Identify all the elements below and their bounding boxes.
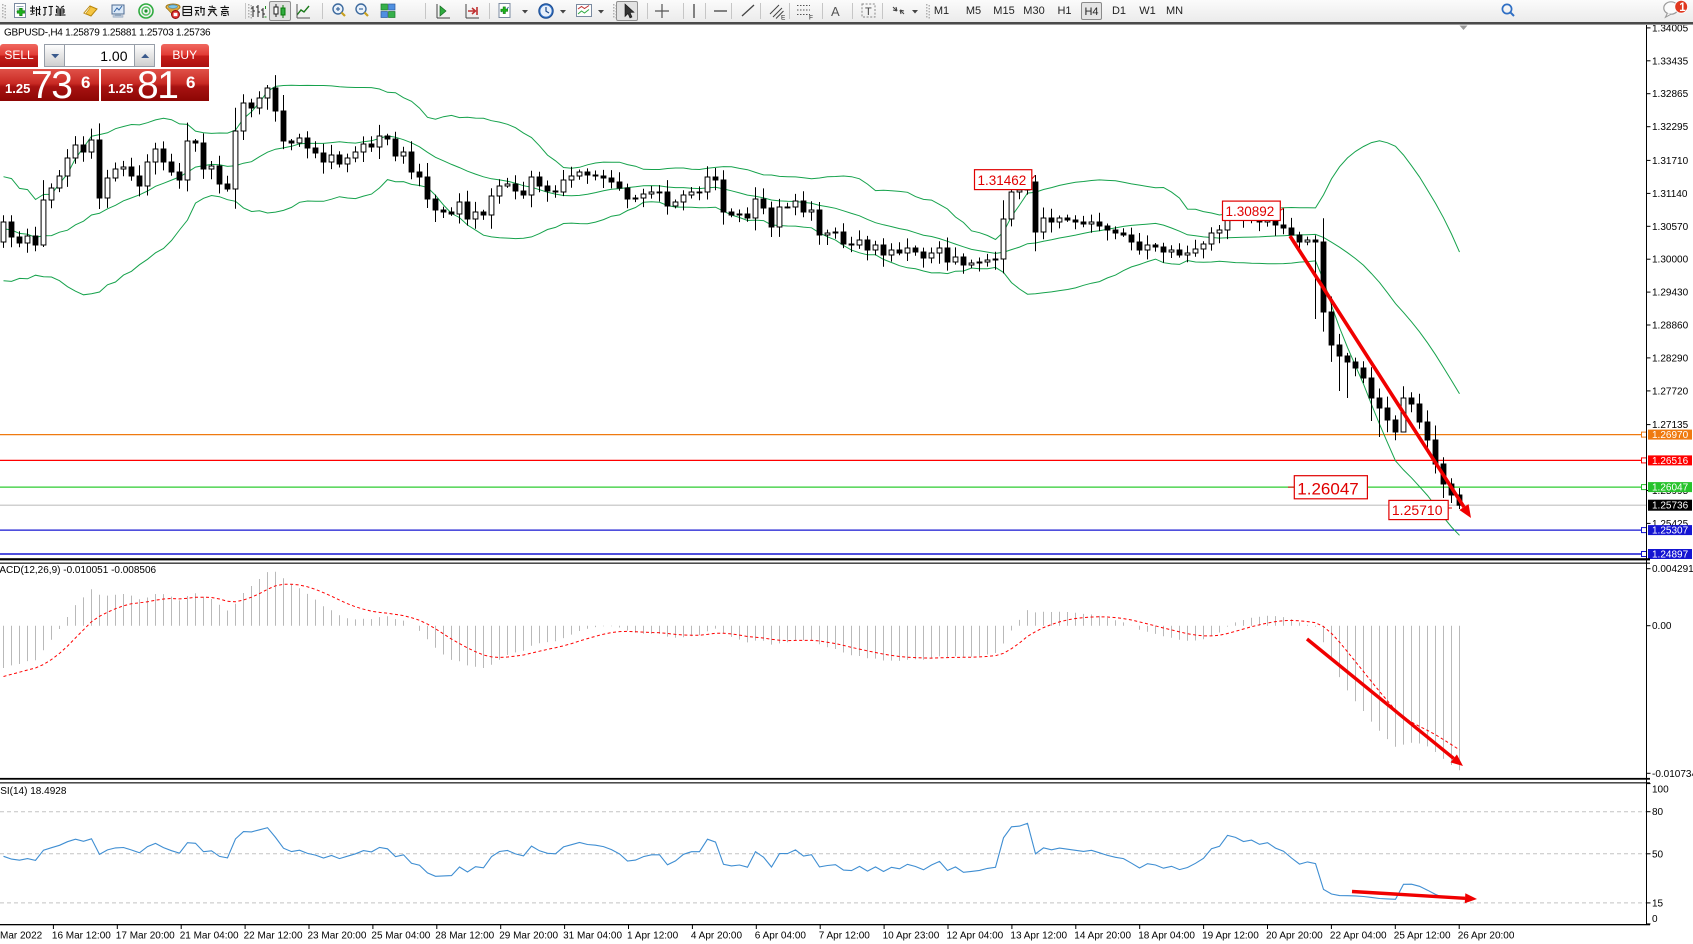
svg-text:GBPUSD-,H4 1.25879 1.25881 1.: GBPUSD-,H4 1.25879 1.25881 1.25703 1.257… (4, 28, 211, 39)
svg-text:1.33435: 1.33435 (1652, 56, 1689, 67)
svg-text:1.24897: 1.24897 (1652, 550, 1689, 561)
svg-text:T: T (865, 6, 872, 18)
svg-text:19 Apr 12:00: 19 Apr 12:00 (1202, 931, 1259, 942)
svg-text:14 Apr 20:00: 14 Apr 20:00 (1074, 931, 1131, 942)
svg-text:13 Apr 12:00: 13 Apr 12:00 (1010, 931, 1067, 942)
svg-text:1 Apr 12:00: 1 Apr 12:00 (627, 931, 679, 942)
svg-text:1.28290: 1.28290 (1652, 353, 1689, 364)
svg-text:6 Apr 04:00: 6 Apr 04:00 (755, 931, 807, 942)
svg-text:1.27720: 1.27720 (1652, 386, 1689, 397)
svg-text:0.004291: 0.004291 (1652, 564, 1693, 575)
svg-text:1.31462: 1.31462 (978, 173, 1027, 188)
svg-text:1.31140: 1.31140 (1652, 189, 1688, 200)
svg-text:100: 100 (1652, 785, 1669, 796)
svg-text:25 Mar 04:00: 25 Mar 04:00 (371, 931, 430, 942)
svg-text:21 Mar 04:00: 21 Mar 04:00 (180, 931, 239, 942)
svg-text:RSI(14) 18.4928: RSI(14) 18.4928 (0, 786, 67, 797)
svg-text:1.25710: 1.25710 (1392, 502, 1443, 518)
svg-text:16 Mar 12:00: 16 Mar 12:00 (52, 931, 111, 942)
svg-text:1.32865: 1.32865 (1652, 89, 1689, 100)
svg-text:1.26516: 1.26516 (1652, 456, 1689, 467)
svg-text:1.25307: 1.25307 (1652, 526, 1689, 537)
svg-text:1.32295: 1.32295 (1652, 122, 1689, 133)
svg-text:1.29430: 1.29430 (1652, 288, 1689, 299)
svg-text:1.26047: 1.26047 (1297, 479, 1358, 498)
svg-text:20 Apr 20:00: 20 Apr 20:00 (1266, 931, 1323, 942)
svg-text:1.31710: 1.31710 (1652, 156, 1689, 167)
svg-text:1.25425: 1.25425 (1652, 519, 1689, 530)
svg-text:29 Mar 20:00: 29 Mar 20:00 (499, 931, 558, 942)
svg-text:12 Apr 04:00: 12 Apr 04:00 (947, 931, 1004, 942)
svg-text:F: F (809, 15, 813, 22)
svg-text:1.25736: 1.25736 (1652, 501, 1689, 512)
svg-text:Mar 2022: Mar 2022 (0, 931, 43, 942)
svg-text:1.30892: 1.30892 (1226, 204, 1275, 219)
svg-text:1.30570: 1.30570 (1652, 222, 1689, 233)
svg-text:1.26047: 1.26047 (1652, 483, 1689, 494)
svg-text:25 Apr 12:00: 25 Apr 12:00 (1394, 931, 1451, 942)
svg-text:MACD(12,26,9) -0.010051 -0.008: MACD(12,26,9) -0.010051 -0.008506 (0, 565, 157, 576)
svg-text:1.27135: 1.27135 (1652, 420, 1689, 431)
svg-text:4 Apr 20:00: 4 Apr 20:00 (691, 931, 743, 942)
svg-text:-0.010734: -0.010734 (1652, 769, 1693, 780)
svg-text:15: 15 (1652, 898, 1664, 909)
svg-text:1: 1 (1679, 2, 1686, 14)
svg-text:1.28860: 1.28860 (1652, 321, 1689, 332)
svg-text:50: 50 (1652, 849, 1664, 860)
svg-text:31 Mar 04:00: 31 Mar 04:00 (563, 931, 622, 942)
svg-text:0: 0 (1652, 914, 1658, 925)
svg-text:23 Mar 20:00: 23 Mar 20:00 (308, 931, 367, 942)
svg-text:80: 80 (1652, 807, 1664, 818)
svg-text:17 Mar 20:00: 17 Mar 20:00 (116, 931, 175, 942)
svg-text:22 Mar 12:00: 22 Mar 12:00 (244, 931, 303, 942)
svg-text:1.34005: 1.34005 (1652, 23, 1689, 34)
svg-text:1.26970: 1.26970 (1652, 430, 1689, 441)
svg-text:0.00: 0.00 (1652, 621, 1672, 632)
svg-text:28 Mar 12:00: 28 Mar 12:00 (435, 931, 494, 942)
svg-text:26 Apr 20:00: 26 Apr 20:00 (1458, 931, 1515, 942)
svg-text:1.30000: 1.30000 (1652, 255, 1689, 266)
svg-text:E: E (781, 15, 786, 22)
svg-text:7 Apr 12:00: 7 Apr 12:00 (819, 931, 871, 942)
svg-text:22 Apr 04:00: 22 Apr 04:00 (1330, 931, 1387, 942)
svg-text:18 Apr 04:00: 18 Apr 04:00 (1138, 931, 1195, 942)
svg-text:10 Apr 23:00: 10 Apr 23:00 (883, 931, 940, 942)
